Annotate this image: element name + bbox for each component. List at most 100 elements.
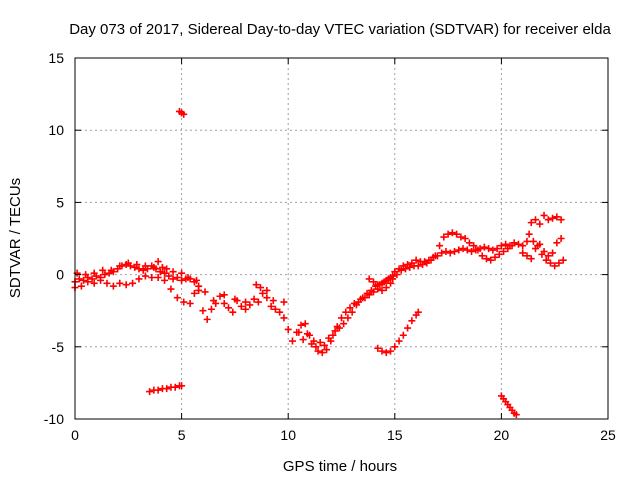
data-point <box>199 307 207 315</box>
data-point <box>82 271 90 279</box>
data-point <box>387 347 395 355</box>
data-point <box>150 263 158 271</box>
data-point <box>495 250 503 258</box>
data-point <box>350 299 358 307</box>
x-axis-label: GPS time / hours <box>283 458 397 475</box>
data-point <box>122 281 130 289</box>
data-point <box>465 239 473 247</box>
data-point <box>80 276 88 284</box>
data-point <box>382 284 390 292</box>
data-point <box>461 235 469 242</box>
data-point <box>271 305 279 313</box>
data-point <box>207 305 215 313</box>
data-point <box>178 276 186 284</box>
data-point <box>201 288 209 296</box>
data-point <box>497 242 505 250</box>
data-point <box>158 263 166 271</box>
data-point <box>427 256 435 264</box>
data-point <box>280 314 288 322</box>
data-point <box>109 282 117 290</box>
data-point <box>553 213 561 221</box>
data-point <box>220 299 228 307</box>
data-point <box>455 246 463 254</box>
data-point <box>382 276 390 284</box>
data-point <box>523 252 531 260</box>
data-point <box>491 253 499 261</box>
data-point <box>186 299 194 307</box>
data-point <box>231 295 239 303</box>
data-point <box>90 279 98 287</box>
data-point <box>312 343 320 351</box>
data-point <box>474 246 482 254</box>
data-point <box>529 237 537 245</box>
data-point <box>374 344 382 352</box>
data-point <box>171 383 179 391</box>
data-point <box>527 219 535 227</box>
data-point <box>135 275 143 283</box>
data-point <box>75 275 83 283</box>
data-point <box>288 337 296 345</box>
data-point <box>154 258 162 266</box>
data-point <box>156 268 164 276</box>
data-point <box>540 211 548 219</box>
data-point <box>457 233 465 241</box>
y-axis-label: SDTVAR / TECUs <box>7 178 24 298</box>
series-outlier-arc-afternoon <box>374 308 422 357</box>
data-point <box>453 230 461 238</box>
data-point <box>77 282 85 290</box>
data-point <box>210 297 218 305</box>
data-point <box>438 249 446 257</box>
data-point <box>468 247 476 255</box>
data-point <box>101 271 109 279</box>
data-point <box>355 298 363 306</box>
data-point <box>493 245 501 253</box>
series-midday-dip <box>280 279 395 357</box>
data-point <box>299 336 307 344</box>
data-point <box>512 411 520 419</box>
data-point <box>359 294 367 302</box>
data-point <box>519 249 527 257</box>
x-tick-label: 15 <box>387 427 403 443</box>
data-point <box>316 338 324 346</box>
data-point <box>482 255 490 263</box>
data-point <box>442 247 450 255</box>
data-point <box>344 314 352 322</box>
data-point <box>391 343 399 351</box>
data-point <box>333 323 341 331</box>
data-point <box>389 275 397 283</box>
data-point <box>378 347 386 355</box>
data-point <box>161 269 169 277</box>
data-point <box>538 250 546 258</box>
data-point <box>139 266 147 274</box>
y-tick-label: -10 <box>44 411 64 427</box>
data-point <box>163 385 171 393</box>
series-evening-cluster <box>519 211 567 270</box>
data-point <box>173 273 181 281</box>
y-tick-label: 10 <box>48 122 64 138</box>
data-point <box>169 268 177 276</box>
data-point <box>84 278 92 286</box>
data-point <box>254 298 262 306</box>
data-point <box>480 243 488 251</box>
data-point <box>154 386 162 394</box>
data-point <box>329 331 337 339</box>
x-tick-label: 25 <box>600 427 616 443</box>
data-point <box>557 216 565 224</box>
data-point <box>557 235 565 242</box>
data-point <box>88 275 96 283</box>
data-point <box>133 260 141 268</box>
data-point <box>489 246 497 254</box>
data-point <box>141 272 149 280</box>
y-tick-label: 0 <box>56 267 64 283</box>
data-point <box>544 252 552 260</box>
data-point <box>97 276 105 284</box>
y-tick-label: 15 <box>48 50 64 66</box>
data-point <box>553 239 561 247</box>
chart-title: Day 073 of 2017, Sidereal Day-to-day VTE… <box>69 21 611 38</box>
data-point <box>163 265 171 273</box>
data-point <box>297 321 305 329</box>
x-tick-label: 0 <box>71 427 79 443</box>
data-point <box>161 276 169 284</box>
data-point <box>141 262 149 270</box>
data-point <box>284 325 292 333</box>
